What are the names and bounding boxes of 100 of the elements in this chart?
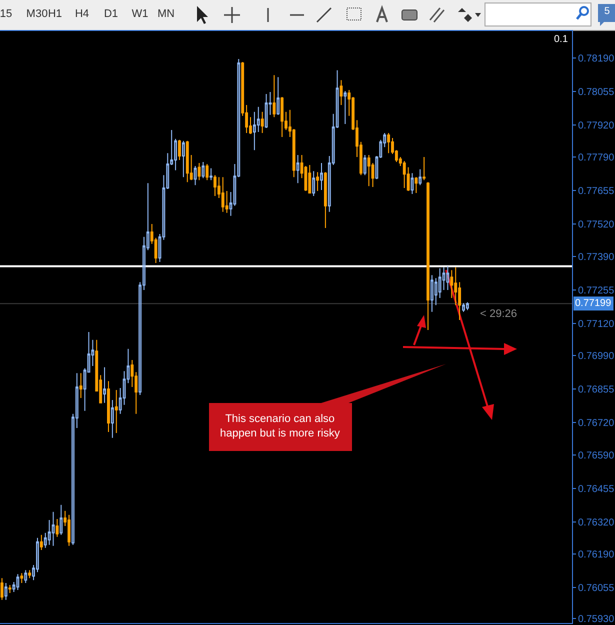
candlestick [146,182,150,251]
candlestick [210,168,213,181]
y-tick-label: 0.78190 [578,53,615,64]
annotation: 0.1 [554,34,568,45]
candlestick [252,111,256,151]
candlestick [83,368,86,412]
y-tick-label: 0.77790 [578,152,615,164]
candlestick [52,511,55,546]
text: D1 [104,8,118,20]
candlestick [233,163,236,206]
candlestick [178,139,181,161]
candlestick [387,132,390,154]
text: 15 [0,8,12,20]
candlestick [320,162,323,191]
text: 5 [604,6,610,17]
candlestick [466,302,469,311]
y-tick-label: 0.77120 [578,318,615,330]
annotation: < 29:26 [480,308,518,320]
candlestick [383,132,386,148]
candlestick [186,140,189,183]
y-tick-label: 0.76320 [578,517,615,528]
candlestick [367,154,370,187]
candlestick [324,172,327,228]
candlestick [87,331,90,373]
candlestick [198,162,201,181]
candlestick [363,154,366,176]
candlestick [4,582,8,600]
candlestick [91,339,94,366]
candlestick [414,176,418,194]
text: H4 [74,8,90,20]
candlestick [16,574,20,590]
candlestick [316,172,320,192]
candlestick [12,582,16,592]
y-tick-label: 0.76455 [578,484,615,495]
candlestick [20,572,24,584]
candlestick [260,111,264,134]
candlestick [118,388,122,414]
candlestick [126,348,130,384]
text: H1 [48,8,62,20]
candlestick [103,366,106,404]
annotation: This scenario can also happen but is more risky [220,413,340,440]
y-tick-label: 0.76590 [578,450,615,462]
y-tick-label: 0.77920 [578,120,615,132]
candlestick [56,518,59,538]
y-tick-label: 0.76190 [578,550,615,561]
candlestick [434,278,438,306]
candlestick [206,163,209,181]
y-tick-label: 0.77655 [578,186,615,198]
candlestick [79,372,82,398]
candlestick [8,584,12,594]
candlestick [340,80,343,106]
candlestick [114,390,118,434]
candlestick [328,156,331,212]
candlestick [462,302,465,312]
candlestick [280,96,284,138]
candlestick [110,399,114,438]
text: W1 [132,8,148,20]
candlestick [48,520,51,546]
candlestick [107,380,110,432]
candlestick [308,164,312,194]
candlestick [264,94,268,129]
candlestick [138,282,142,396]
candlestick [344,90,347,125]
y-tick-label: 0.77255 [578,285,615,296]
candlestick [182,140,185,178]
candlestick [202,162,205,179]
y-tick-label: 0.77390 [578,252,615,263]
candlestick [28,570,32,579]
candlestick [32,564,35,581]
candlestick [60,504,63,536]
candlestick [272,74,276,118]
y-tick-label: 0.76720 [578,418,615,430]
candlestick [44,532,47,548]
candlestick [422,156,426,181]
candlestick [68,514,70,546]
candlestick [75,372,78,428]
text: MN [157,8,175,20]
candlestick [166,152,170,190]
candlestick [162,174,166,240]
candlestick [418,168,422,186]
y-tick-label: 0.75930 [578,614,615,625]
candlestick [72,413,74,546]
candlestick [438,268,442,298]
candlestick [276,76,280,116]
y-tick-label: 0.76990 [578,351,615,362]
candlestick [296,154,300,184]
candlestick [410,172,414,195]
text: M30 [26,8,48,20]
candlestick [122,370,126,406]
ref-line-label: 0.77199 [575,298,612,309]
candlestick [36,537,39,573]
candlestick [174,138,178,171]
candlestick [229,192,232,216]
candlestick [40,534,43,551]
candlestick [194,165,197,186]
y-tick-label: 0.76855 [578,384,615,396]
candlestick [336,70,339,129]
candlestick [0,578,4,600]
candlestick [214,174,216,196]
candlestick [402,160,406,189]
